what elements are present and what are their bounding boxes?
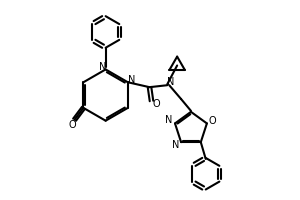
Text: N: N: [99, 62, 106, 72]
Text: N: N: [167, 77, 174, 87]
Text: O: O: [208, 116, 216, 126]
Text: N: N: [128, 75, 136, 85]
Text: O: O: [153, 99, 160, 109]
Text: N: N: [165, 115, 173, 125]
Text: O: O: [69, 120, 76, 130]
Text: N: N: [172, 140, 180, 150]
